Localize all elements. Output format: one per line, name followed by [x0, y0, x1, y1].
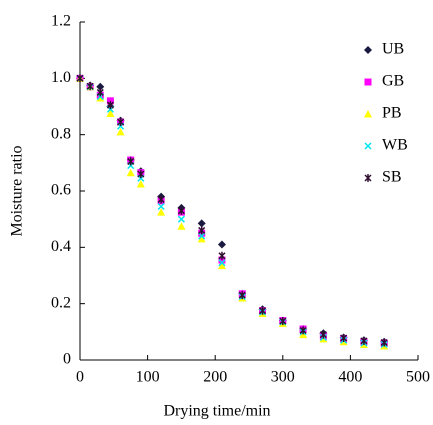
point [106, 97, 114, 105]
x-tick-label: 200 [203, 369, 227, 386]
y-tick-label: 0.6 [51, 182, 71, 199]
legend-marker [364, 174, 372, 182]
legend-marker [364, 110, 372, 118]
y-tick-label: 0 [63, 351, 71, 368]
point [96, 88, 104, 97]
y-tick-label: 1.2 [51, 13, 71, 30]
x-tick-label: 0 [76, 369, 84, 386]
point [127, 157, 135, 166]
legend-label: GB [382, 73, 404, 90]
point [177, 215, 185, 223]
point [117, 117, 125, 126]
y-tick-label: 0.4 [51, 238, 71, 255]
point [218, 251, 226, 260]
point [137, 170, 145, 179]
legend-label: UB [382, 41, 404, 58]
point [96, 82, 105, 91]
x-tick-label: 100 [136, 369, 160, 386]
point [157, 202, 165, 211]
point [116, 127, 125, 136]
point [106, 101, 114, 110]
point [177, 222, 186, 230]
point [177, 206, 185, 215]
point [217, 240, 226, 249]
point [76, 74, 84, 83]
point [380, 338, 388, 347]
y-tick-label: 0.2 [51, 294, 71, 311]
legend-label: PB [382, 105, 402, 122]
point [299, 326, 307, 335]
point [198, 232, 206, 240]
legend-marker [364, 78, 372, 86]
point [340, 334, 348, 343]
y-axis-label: Moisture ratio [9, 145, 26, 236]
point [197, 234, 206, 243]
point [258, 306, 267, 315]
point [319, 330, 327, 339]
point [136, 179, 145, 188]
legend-marker [364, 46, 372, 54]
point [218, 259, 226, 267]
x-tick-label: 400 [338, 369, 362, 386]
legend-label: SB [382, 169, 402, 186]
point [157, 208, 166, 216]
y-tick-label: 1.0 [51, 69, 71, 86]
y-tick-label: 0.8 [51, 125, 71, 142]
point [126, 168, 135, 177]
legend-marker [364, 142, 372, 150]
point [157, 195, 165, 204]
x-axis-label: Drying time/min [163, 403, 270, 420]
point [218, 256, 226, 264]
x-tick-label: 300 [271, 369, 295, 386]
point [217, 261, 226, 270]
point [279, 317, 287, 326]
point [86, 82, 94, 91]
point [238, 291, 246, 300]
point [197, 219, 206, 228]
point [360, 336, 368, 345]
point [106, 109, 115, 118]
x-tick-label: 500 [406, 369, 430, 386]
point [198, 226, 206, 235]
legend-label: WB [382, 137, 408, 154]
